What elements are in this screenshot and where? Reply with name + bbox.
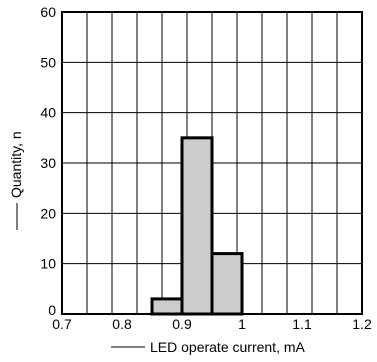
x-tick-labels: 0.7 0.8 0.9 1 1.1 1.2 xyxy=(52,316,372,332)
x-axis-title-group: LED operate current, mA xyxy=(111,339,306,355)
y-tick-label: 40 xyxy=(40,105,56,121)
y-tick-label: 10 xyxy=(40,256,56,272)
y-tick-label: 60 xyxy=(40,4,56,20)
x-tick-label: 1.1 xyxy=(292,316,312,332)
x-tick-label: 0.8 xyxy=(112,316,132,332)
plot-frame xyxy=(61,11,363,315)
y-axis-title: Quantity, n xyxy=(8,131,24,198)
histogram-bar xyxy=(180,136,214,316)
histogram-bar xyxy=(210,252,244,316)
bars xyxy=(150,136,244,316)
y-tick-label: 50 xyxy=(40,54,56,70)
x-tick-label: 0.7 xyxy=(52,316,72,332)
x-tick-label: 1.2 xyxy=(352,316,372,332)
y-axis-title-group: Quantity, n xyxy=(8,131,24,230)
y-tick-label: 30 xyxy=(40,155,56,171)
histogram-bar xyxy=(150,297,184,316)
x-tick-label: 1 xyxy=(238,316,246,332)
y-tick-label: 20 xyxy=(40,205,56,221)
x-axis-title: LED operate current, mA xyxy=(150,339,306,355)
y-tick-label: 0 xyxy=(48,302,56,318)
y-tick-labels: 0 10 20 30 40 50 60 xyxy=(40,4,56,318)
x-tick-label: 0.9 xyxy=(172,316,192,332)
